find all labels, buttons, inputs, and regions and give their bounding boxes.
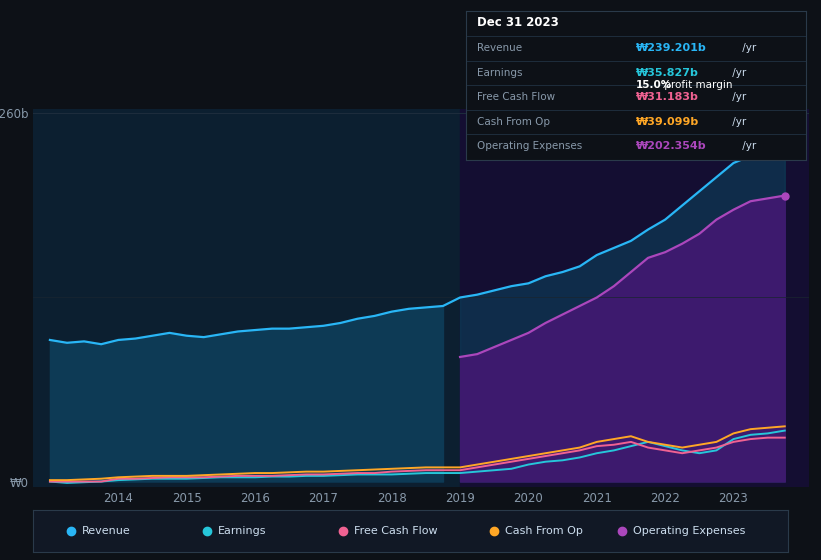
Text: Revenue: Revenue: [82, 526, 131, 535]
Text: Cash From Op: Cash From Op: [505, 526, 583, 535]
Text: ₩31.183b: ₩31.183b: [635, 92, 699, 102]
Text: Cash From Op: Cash From Op: [478, 116, 550, 127]
Text: /yr: /yr: [729, 116, 746, 127]
Text: ₩239.201b: ₩239.201b: [635, 43, 707, 53]
Text: /yr: /yr: [729, 92, 746, 102]
Text: Free Cash Flow: Free Cash Flow: [478, 92, 556, 102]
Text: ₩35.827b: ₩35.827b: [635, 68, 699, 78]
Text: /yr: /yr: [739, 141, 756, 151]
Text: Operating Expenses: Operating Expenses: [478, 141, 583, 151]
Text: Revenue: Revenue: [478, 43, 522, 53]
Text: /yr: /yr: [729, 68, 746, 78]
Text: Earnings: Earnings: [218, 526, 266, 535]
Text: 15.0%: 15.0%: [635, 81, 672, 90]
Text: Earnings: Earnings: [478, 68, 523, 78]
Bar: [460, 109, 809, 487]
Text: Dec 31 2023: Dec 31 2023: [478, 16, 559, 29]
Text: ₩202.354b: ₩202.354b: [635, 141, 707, 151]
Text: ₩39.099b: ₩39.099b: [635, 116, 699, 127]
Bar: [33, 109, 460, 487]
Text: Operating Expenses: Operating Expenses: [633, 526, 745, 535]
Text: Free Cash Flow: Free Cash Flow: [354, 526, 438, 535]
Text: profit margin: profit margin: [662, 81, 733, 90]
Text: /yr: /yr: [739, 43, 756, 53]
